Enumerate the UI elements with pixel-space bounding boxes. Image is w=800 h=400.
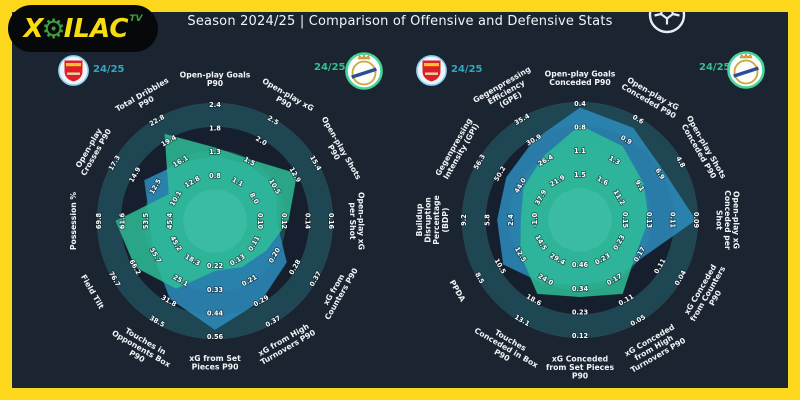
axis-label: Open-play Goals P90 xyxy=(180,71,251,89)
real-madrid-badge xyxy=(727,51,765,93)
arsenal-season-label-defense: 24/25 xyxy=(451,64,483,75)
tick-label: 5.8 xyxy=(484,214,492,226)
axis-label: Possession % xyxy=(69,192,78,250)
tick-label: 0.23 xyxy=(572,308,589,316)
tick-label: 1.5 xyxy=(574,171,586,179)
tick-label: 0.11 xyxy=(668,212,676,229)
tick-label: 0.56 xyxy=(207,333,224,341)
axis-label: Field Tilt xyxy=(79,273,106,311)
tick-label: 0.15 xyxy=(621,212,629,229)
tick-label: 0.12 xyxy=(572,332,589,340)
logo-text-x: X xyxy=(23,13,44,44)
team-polygon-real-madrid-24-25 xyxy=(115,133,298,289)
tick-label: 0.46 xyxy=(572,261,589,269)
axis-label: xG Concededfrom CountersP90 xyxy=(681,260,735,327)
axis-label: Open-playCrosses P90 xyxy=(72,123,114,177)
axis-label: xG Conceded from Set Pieces P90 xyxy=(546,355,614,381)
tick-label: 0.13 xyxy=(645,212,653,229)
arsenal-season-label-offense: 24/25 xyxy=(93,64,125,75)
tick-label: 9.2 xyxy=(460,214,468,226)
tick-label: 0.14 xyxy=(303,213,311,230)
page-title: Season 2024/25 | Comparison of Offensive… xyxy=(187,14,613,29)
axis-label: xG Concededfrom HighTurnovers P90 xyxy=(620,321,687,375)
tick-label: 69.8 xyxy=(95,212,103,229)
tick-label: 0.44 xyxy=(207,309,224,317)
axis-label: xG from Set Pieces P90 xyxy=(189,354,241,372)
gear-ball-icon: ⚙ xyxy=(41,14,66,45)
soccer-ball-icon xyxy=(644,12,690,36)
axis-label: PPDA xyxy=(448,278,468,303)
tick-label: 0.8 xyxy=(209,172,221,180)
tick-label: -1.0 xyxy=(531,212,539,227)
tick-label: 0.8 xyxy=(574,124,586,132)
tick-label: 0.22 xyxy=(207,262,224,270)
tick-label: 45.4 xyxy=(166,212,174,229)
tick-label: 0.33 xyxy=(207,286,224,294)
radar-center-highlight xyxy=(183,189,247,253)
axis-label: BuildupDisruptionPercentage(BDP) xyxy=(415,195,450,244)
tick-label: 0.12 xyxy=(280,213,288,230)
team-polygon-real-madrid-24-25 xyxy=(520,125,649,298)
tick-label: 1.3 xyxy=(209,148,221,156)
logo-tv-superscript: TV xyxy=(129,14,143,24)
tick-label: 0.4 xyxy=(574,100,586,108)
real-madrid-badge xyxy=(345,52,383,94)
xoilac-logo: X ⚙ ILAC TV xyxy=(8,5,158,52)
tick-label: 1.1 xyxy=(574,147,586,155)
axis-label: Open-play xGper Shot xyxy=(348,192,366,250)
tick-label: 0.09 xyxy=(692,212,700,229)
axis-label: Open-play xGConceded perShot xyxy=(715,190,741,250)
tick-label: 61.6 xyxy=(119,212,127,229)
tick-label: 0.16 xyxy=(327,213,335,230)
tick-label: 2.4 xyxy=(209,101,221,109)
tick-label: 2.4 xyxy=(507,214,515,226)
radar-center-highlight xyxy=(548,188,612,252)
real-madrid-season-label-defense: 24/25 xyxy=(699,62,731,73)
tick-label: 0.34 xyxy=(572,285,589,293)
tick-label: 53.5 xyxy=(142,212,150,229)
axis-label: Open-play Goals Conceded P90 xyxy=(545,70,616,88)
arsenal-badge xyxy=(58,55,89,90)
arsenal-badge xyxy=(416,55,447,90)
logo-text-ilac: ILAC xyxy=(63,13,129,44)
tick-label: 0.10 xyxy=(256,213,264,230)
axis-label: Touches inOpponents BoxP90 xyxy=(106,321,176,377)
tick-label: 1.8 xyxy=(209,125,221,133)
real-madrid-season-label-offense: 24/25 xyxy=(314,62,346,73)
